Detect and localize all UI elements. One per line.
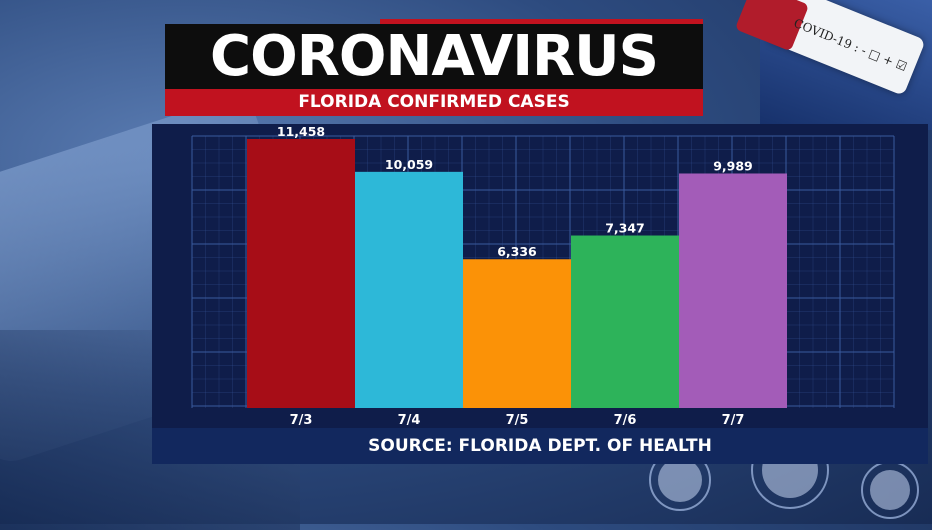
source-caption: SOURCE: FLORIDA DEPT. OF HEALTH	[368, 436, 712, 456]
x-tick-label: 7/3	[290, 413, 313, 428]
title-accent-stripe	[380, 19, 703, 25]
subtitle-background	[165, 89, 703, 116]
page-title: CORONAVIRUS	[210, 24, 659, 89]
bar-7-7	[679, 173, 787, 408]
data-label: 9,989	[713, 158, 753, 173]
x-tick-labels: 7/3 7/4 7/5 7/6 7/7	[290, 413, 745, 428]
bar-chart: 11,458 10,059 6,336 7,347 9,989 7/3 7/4 7/5 7/6…	[191, 124, 895, 428]
data-label: 10,059	[385, 157, 433, 172]
data-labels: 11,458 10,059 6,336 7,347 9,989	[277, 124, 753, 259]
x-tick-label: 7/7	[722, 413, 745, 428]
data-label: 7,347	[605, 221, 645, 236]
x-tick-label: 7/4	[398, 413, 421, 428]
chart-subtitle: FLORIDA CONFIRMED CASES	[298, 92, 570, 112]
data-label: 11,458	[277, 124, 325, 139]
data-label: 6,336	[497, 244, 537, 259]
bar-7-6	[571, 235, 679, 408]
bar-7-5	[463, 259, 571, 408]
bar-7-4	[355, 171, 463, 408]
bar-7-3	[247, 139, 355, 408]
bars	[247, 139, 787, 408]
x-tick-label: 7/5	[506, 413, 529, 428]
x-tick-label: 7/6	[614, 413, 637, 428]
title-background	[165, 24, 703, 90]
source-background	[152, 428, 928, 464]
